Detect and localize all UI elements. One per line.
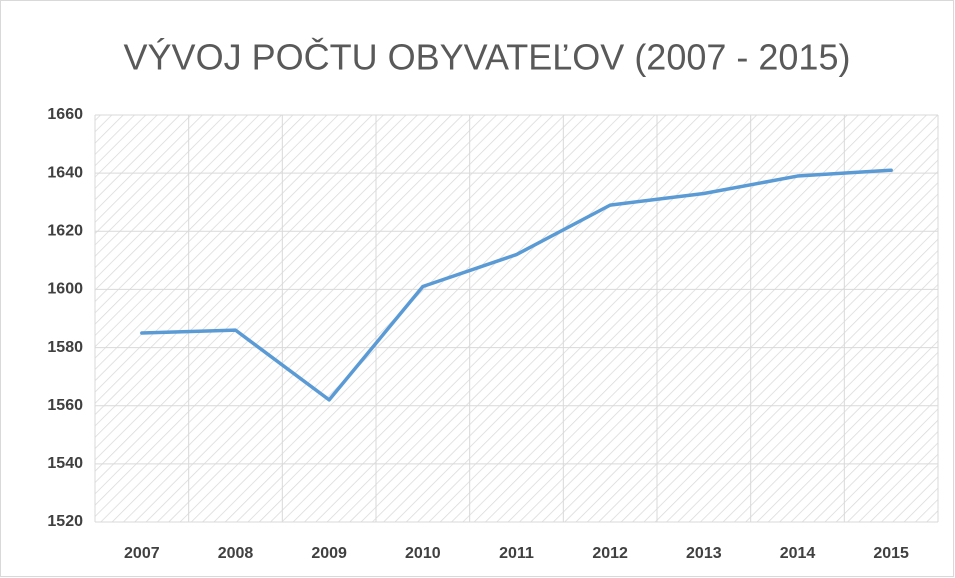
plot-area: [95, 115, 938, 522]
y-tick-label: 1600: [47, 281, 83, 298]
y-tick-label: 1540: [47, 455, 83, 472]
y-tick-label: 1620: [47, 223, 83, 240]
x-tick-label: 2010: [405, 545, 441, 562]
y-tick-label: 1640: [47, 164, 83, 181]
y-tick-label: 1660: [47, 106, 83, 123]
chart-title: VÝVOJ POČTU OBYVATEĽOV (2007 - 2015): [124, 37, 851, 78]
x-tick-label: 2008: [218, 545, 254, 562]
x-tick-label: 2012: [592, 545, 628, 562]
x-tick-label: 2009: [311, 545, 347, 562]
x-tick-label: 2011: [499, 545, 534, 562]
y-tick-label: 1560: [47, 397, 83, 414]
x-tick-label: 2007: [124, 545, 160, 562]
y-tick-label: 1520: [47, 513, 83, 530]
x-tick-label: 2013: [686, 545, 722, 562]
x-tick-label: 2015: [873, 545, 909, 562]
data-line: [140, 168, 893, 402]
x-tick-label: 2014: [780, 545, 816, 562]
y-tick-label: 1580: [47, 339, 83, 356]
